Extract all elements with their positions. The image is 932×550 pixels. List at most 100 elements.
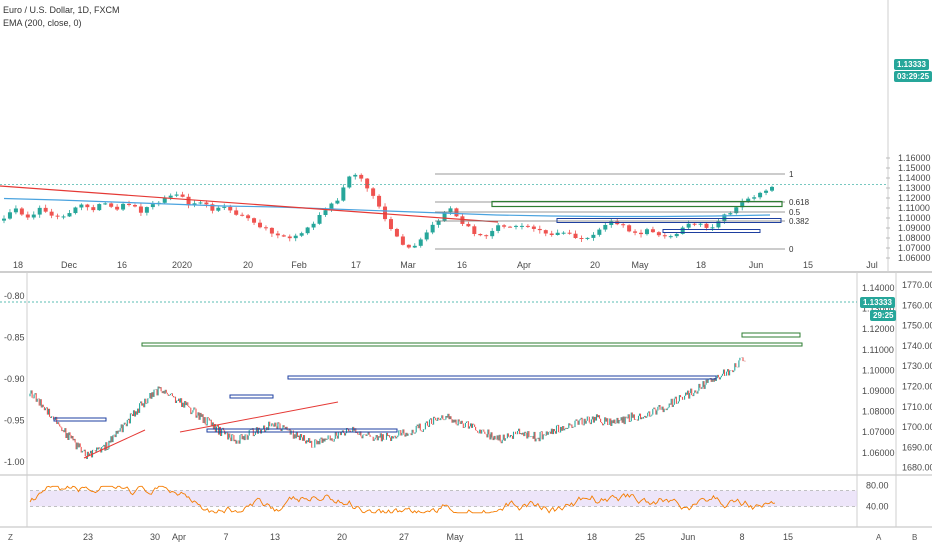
price-tag: 1.13333 — [894, 59, 929, 70]
top-x-tick: 16 — [117, 260, 127, 270]
lower-x-tick: May — [446, 532, 464, 542]
right-y-tick: 1700.00 — [902, 422, 932, 432]
candle-body — [746, 198, 751, 203]
candle-body — [502, 225, 507, 227]
candle-body — [43, 207, 48, 212]
candle-body — [555, 232, 560, 235]
candle-body — [263, 227, 268, 229]
indicator-label[interactable]: EMA (200, close, 0) — [3, 18, 82, 28]
candle-body — [269, 227, 274, 234]
lower-x-tick: 23 — [83, 532, 93, 542]
auto-scale-button[interactable]: A — [876, 533, 882, 542]
candle-body — [234, 210, 239, 215]
lower-blue-zone-3 — [229, 394, 274, 399]
candle-body — [448, 208, 453, 213]
candle-body — [311, 223, 316, 228]
candle-body — [67, 213, 72, 217]
candle-body — [430, 224, 435, 233]
top-y-tick: 1.12000 — [898, 193, 931, 203]
candle-body — [222, 206, 227, 208]
candle-body — [299, 233, 304, 236]
lower-trend-line-b — [179, 401, 339, 433]
top-y-tick: 1.16000 — [898, 153, 931, 163]
left-y-tick: -1.00 — [4, 457, 25, 467]
candle-body — [127, 203, 132, 206]
lower-x-tick: 27 — [399, 532, 409, 542]
rsi-line — [29, 485, 776, 514]
right-y-tick: 1760.00 — [902, 300, 932, 310]
lower-price-tag: 1.13333 — [860, 297, 895, 308]
lower-x-tick: 8 — [739, 532, 744, 542]
lower-x-tick: 20 — [337, 532, 347, 542]
candle-body — [597, 229, 602, 235]
fib-level-label: 0.382 — [789, 217, 810, 226]
candle-body — [353, 174, 358, 177]
candle-body — [115, 206, 120, 210]
lower-x-tick: 11 — [514, 532, 523, 542]
candle-body — [204, 202, 209, 205]
candle-body — [740, 202, 745, 208]
top-y-tick: 1.07000 — [898, 243, 931, 253]
top-x-tick: Jul — [866, 260, 878, 270]
candle-body — [61, 216, 66, 218]
mid-y-tick: 1.13000 — [862, 304, 895, 314]
candle-body — [621, 224, 626, 226]
candle-body — [168, 195, 173, 198]
candle-body — [180, 194, 185, 197]
lower-x-tick: 18 — [587, 532, 597, 542]
candle-body — [103, 203, 108, 205]
candle-body — [764, 190, 769, 193]
zoom-button[interactable]: Z — [8, 533, 13, 542]
candle-body — [698, 223, 703, 225]
top-x-tick: Jun — [749, 260, 764, 270]
candle-body — [55, 215, 60, 217]
candle-body — [138, 206, 143, 213]
candle-body — [144, 207, 149, 213]
candle-body — [728, 213, 733, 215]
lower-blue-zone-4 — [53, 417, 107, 422]
top-y-tick: 1.08000 — [898, 233, 931, 243]
lower-x-tick: 7 — [223, 532, 228, 542]
candle-body — [484, 235, 489, 237]
candle-body — [335, 200, 340, 204]
candle-body — [371, 188, 376, 196]
top-y-tick: 1.15000 — [898, 163, 931, 173]
candle-body — [91, 207, 96, 211]
mid-y-tick: 1.14000 — [862, 283, 895, 293]
candle-body — [639, 232, 644, 235]
candle-body — [293, 235, 298, 239]
candle-body — [305, 227, 310, 234]
right-y-tick: 1720.00 — [902, 382, 932, 392]
chart-header: Euro / U.S. Dollar, 1D, FXCM EMA (200, c… — [3, 4, 120, 30]
candle-body — [317, 215, 322, 224]
candle-body — [758, 192, 763, 198]
lower-x-tick: 30 — [150, 532, 160, 542]
candle-body — [496, 225, 501, 231]
candle-body — [281, 235, 286, 237]
candle-body — [31, 214, 36, 218]
candle-body — [406, 244, 411, 248]
candle-body — [710, 227, 715, 229]
left-y-tick: -0.85 — [4, 333, 25, 343]
candle-body — [686, 223, 691, 228]
candle-body — [400, 236, 405, 245]
lower-green-zone — [141, 342, 803, 347]
candle-body — [49, 211, 54, 216]
top-x-tick: 18 — [13, 260, 23, 270]
symbol-title[interactable]: Euro / U.S. Dollar, 1D, FXCM — [3, 5, 120, 15]
candle-body — [359, 174, 364, 179]
candle-body — [329, 203, 334, 211]
candle-body — [97, 204, 102, 211]
scale-b-button[interactable]: B — [912, 533, 918, 542]
candle-body — [490, 230, 495, 237]
candle-body — [287, 236, 292, 239]
candle-body — [460, 216, 465, 224]
top-x-tick: 18 — [696, 260, 706, 270]
top-x-tick: 16 — [457, 260, 467, 270]
candle-body — [132, 205, 137, 207]
countdown-tag: 03:29:25 — [894, 71, 932, 82]
candle-body — [752, 197, 757, 199]
candle-body — [424, 232, 429, 240]
candle-body — [7, 212, 12, 219]
